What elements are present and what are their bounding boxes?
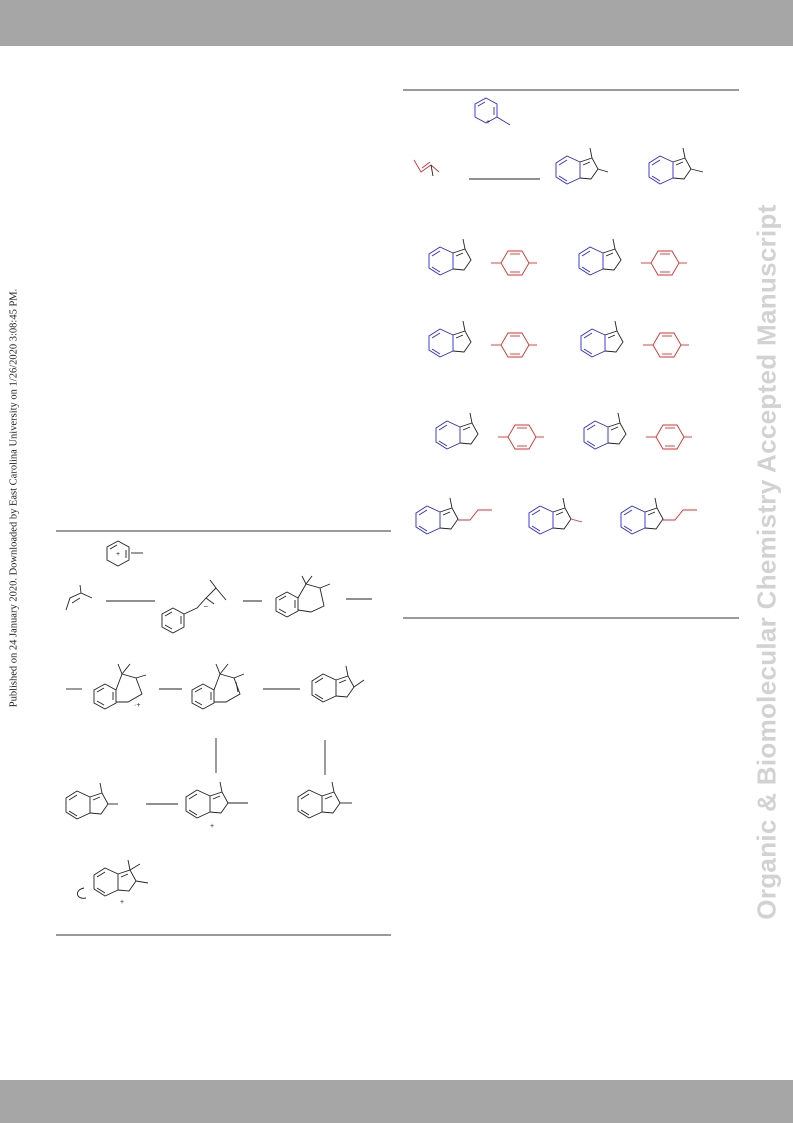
cyclization-arrow-structure: + bbox=[77, 859, 149, 906]
product-core-1 bbox=[555, 147, 599, 185]
footer-bar bbox=[0, 1080, 793, 1123]
header-bar bbox=[0, 0, 793, 46]
product-mechanism-1 bbox=[65, 782, 118, 820]
svg-text:+: + bbox=[116, 551, 120, 558]
aryl-product-3 bbox=[428, 320, 472, 358]
intermediate-5 bbox=[311, 665, 365, 703]
intermediate-3: ·+ bbox=[93, 663, 147, 710]
alkene-substrate bbox=[413, 159, 440, 177]
svg-text:+: + bbox=[210, 823, 214, 830]
svg-text:–: – bbox=[204, 603, 208, 610]
mechanism-bottom-rule bbox=[56, 934, 391, 936]
aryl-product-5 bbox=[435, 412, 479, 450]
product-core-2 bbox=[648, 147, 692, 185]
alkene-mechanism bbox=[65, 584, 93, 611]
svg-text:·+: ·+ bbox=[134, 702, 140, 709]
svg-text:+: + bbox=[486, 119, 490, 126]
aryl-product-4 bbox=[580, 320, 624, 358]
aryl-product-2 bbox=[578, 238, 622, 276]
intermediate-2 bbox=[275, 575, 331, 618]
scheme-bottom-rule bbox=[403, 617, 739, 619]
svg-text:+: + bbox=[120, 899, 124, 906]
intermediate-1: – bbox=[161, 579, 227, 634]
intermediate-4 bbox=[191, 663, 245, 710]
scheme-top-rule bbox=[403, 89, 739, 91]
cation-intermediate: + bbox=[185, 781, 248, 830]
aryl-product-1 bbox=[428, 238, 472, 276]
alkyl-product-1 bbox=[415, 497, 459, 535]
aryl-product-6 bbox=[583, 412, 627, 450]
alkyl-product-2 bbox=[528, 497, 572, 535]
pyridinium-reagent: + bbox=[474, 97, 511, 126]
product-mechanism-2 bbox=[297, 781, 352, 819]
mechanism-top-rule bbox=[56, 530, 391, 532]
pyridinium-reagent-mechanism: + bbox=[106, 540, 143, 567]
alkyl-product-3 bbox=[620, 497, 664, 535]
